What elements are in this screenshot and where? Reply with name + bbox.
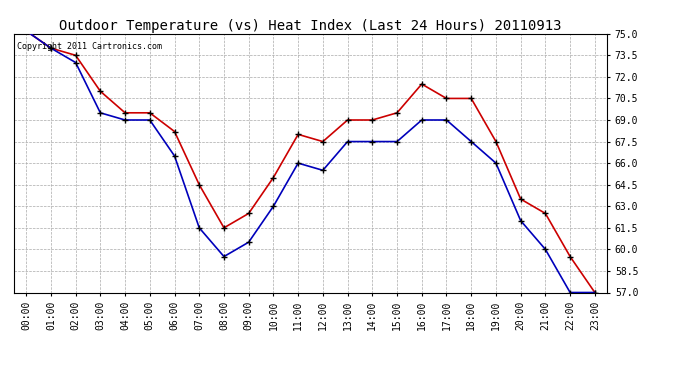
Text: Copyright 2011 Cartronics.com: Copyright 2011 Cartronics.com [17, 42, 161, 51]
Title: Outdoor Temperature (vs) Heat Index (Last 24 Hours) 20110913: Outdoor Temperature (vs) Heat Index (Las… [59, 19, 562, 33]
